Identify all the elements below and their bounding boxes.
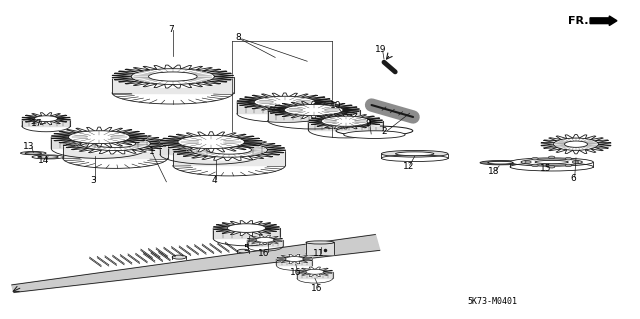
Text: 10: 10 <box>330 101 342 110</box>
Polygon shape <box>213 228 280 238</box>
Ellipse shape <box>284 105 343 115</box>
Polygon shape <box>541 135 611 154</box>
Polygon shape <box>248 235 282 245</box>
Polygon shape <box>51 127 147 147</box>
Ellipse shape <box>396 152 434 156</box>
Text: 14: 14 <box>38 156 49 165</box>
Ellipse shape <box>172 255 186 259</box>
Polygon shape <box>112 65 234 88</box>
Polygon shape <box>112 77 234 93</box>
Text: 4: 4 <box>212 176 217 185</box>
Polygon shape <box>237 93 333 111</box>
Ellipse shape <box>38 156 58 158</box>
Ellipse shape <box>20 152 46 155</box>
Text: 16: 16 <box>258 249 269 258</box>
Ellipse shape <box>25 152 42 154</box>
Polygon shape <box>541 135 611 154</box>
Ellipse shape <box>532 164 538 167</box>
FancyArrow shape <box>590 16 617 26</box>
Ellipse shape <box>344 131 405 138</box>
Polygon shape <box>160 142 262 154</box>
Text: 13: 13 <box>23 142 35 151</box>
Polygon shape <box>277 254 312 264</box>
Ellipse shape <box>35 116 58 122</box>
Ellipse shape <box>565 164 572 167</box>
Polygon shape <box>306 242 334 254</box>
Text: FR.: FR. <box>568 16 589 26</box>
Ellipse shape <box>381 151 448 157</box>
Text: 5K73-M0401: 5K73-M0401 <box>467 297 517 306</box>
Text: 7: 7 <box>169 25 174 34</box>
Polygon shape <box>268 110 360 120</box>
Ellipse shape <box>148 72 197 81</box>
Polygon shape <box>12 234 380 293</box>
Ellipse shape <box>207 146 252 154</box>
Polygon shape <box>308 114 383 129</box>
Ellipse shape <box>548 156 555 159</box>
Polygon shape <box>63 144 168 158</box>
Text: 8: 8 <box>236 33 241 42</box>
Text: 5: 5 <box>244 244 249 253</box>
Ellipse shape <box>525 161 531 163</box>
Polygon shape <box>112 65 234 88</box>
Polygon shape <box>63 133 168 154</box>
Text: 17: 17 <box>31 119 43 128</box>
Text: 16: 16 <box>311 284 323 293</box>
Ellipse shape <box>548 166 555 168</box>
Ellipse shape <box>532 158 538 160</box>
Text: 12: 12 <box>403 162 414 171</box>
Polygon shape <box>173 139 285 160</box>
Ellipse shape <box>95 139 136 148</box>
Text: 3: 3 <box>90 176 95 185</box>
Ellipse shape <box>68 131 130 144</box>
Text: 15: 15 <box>540 164 551 173</box>
Ellipse shape <box>510 158 593 166</box>
Ellipse shape <box>564 141 588 147</box>
Ellipse shape <box>521 159 582 165</box>
Ellipse shape <box>565 158 572 160</box>
Polygon shape <box>297 272 333 278</box>
Ellipse shape <box>321 116 370 126</box>
Text: 1: 1 <box>150 147 155 156</box>
Polygon shape <box>237 102 333 113</box>
Polygon shape <box>22 119 70 126</box>
Polygon shape <box>213 221 280 235</box>
Text: 9: 9 <box>365 119 371 128</box>
Polygon shape <box>51 137 147 148</box>
Ellipse shape <box>285 256 303 262</box>
Ellipse shape <box>254 96 316 108</box>
Text: 6: 6 <box>570 174 575 183</box>
Ellipse shape <box>480 160 521 165</box>
Ellipse shape <box>535 160 568 164</box>
Polygon shape <box>247 240 283 246</box>
Ellipse shape <box>256 237 274 242</box>
Ellipse shape <box>306 269 324 274</box>
Polygon shape <box>63 133 168 154</box>
Polygon shape <box>173 150 285 165</box>
Ellipse shape <box>178 135 244 149</box>
Ellipse shape <box>227 224 266 232</box>
Ellipse shape <box>237 249 249 253</box>
Ellipse shape <box>572 161 579 163</box>
Polygon shape <box>173 139 285 160</box>
Text: 16: 16 <box>290 268 301 277</box>
Polygon shape <box>160 132 262 152</box>
Polygon shape <box>298 267 332 277</box>
Polygon shape <box>308 121 383 130</box>
Polygon shape <box>268 101 360 119</box>
Ellipse shape <box>32 155 64 159</box>
Text: 18: 18 <box>488 167 500 176</box>
Polygon shape <box>22 113 70 125</box>
Text: 19: 19 <box>375 45 387 54</box>
Polygon shape <box>276 259 312 265</box>
Text: 2: 2 <box>381 127 387 136</box>
Ellipse shape <box>488 161 513 164</box>
Text: 11: 11 <box>313 249 324 258</box>
Ellipse shape <box>306 241 334 244</box>
